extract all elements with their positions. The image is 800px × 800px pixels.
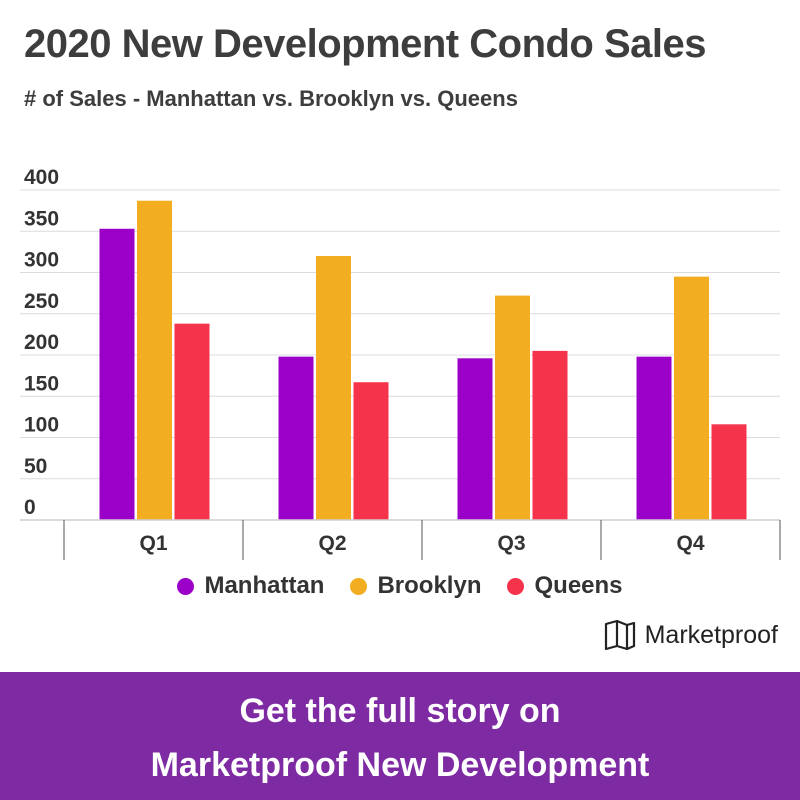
bar-brooklyn-q4 bbox=[674, 276, 709, 520]
legend-item-queens: Queens bbox=[507, 572, 623, 600]
legend-item-brooklyn: Brooklyn bbox=[350, 572, 481, 600]
x-tick-label: Q3 bbox=[497, 532, 525, 555]
bar-queens-q1 bbox=[174, 323, 210, 520]
y-tick-label: 350 bbox=[24, 207, 59, 230]
legend-swatch-manhattan bbox=[177, 577, 195, 595]
bar-manhattan-q2 bbox=[278, 356, 314, 520]
x-tick-label: Q2 bbox=[318, 532, 346, 555]
legend-item-manhattan: Manhattan bbox=[177, 572, 324, 600]
y-tick-label: 50 bbox=[24, 455, 47, 478]
y-tick-label: 150 bbox=[24, 372, 59, 395]
y-tick-label: 100 bbox=[24, 414, 59, 437]
x-tick-label: Q4 bbox=[676, 532, 704, 555]
cta-line-1: Get the full story on bbox=[239, 692, 561, 730]
bar-queens-q2 bbox=[353, 382, 389, 520]
y-tick-label: 250 bbox=[24, 290, 59, 313]
chart-legend: Manhattan Brooklyn Queens bbox=[0, 572, 800, 600]
y-tick-label: 200 bbox=[24, 331, 59, 354]
chart-title: 2020 New Development Condo Sales bbox=[24, 22, 707, 66]
bar-chart: 400 350 300 250 200 150 100 50 0 Q1 Q2 Q3 Q4 bbox=[20, 166, 781, 560]
chart-subtitle: # of Sales - Manhattan vs. Brooklyn vs. … bbox=[24, 86, 518, 111]
bar-manhattan-q1 bbox=[99, 228, 135, 520]
y-tick-label: 0 bbox=[24, 496, 36, 519]
bar-queens-q3 bbox=[532, 350, 568, 520]
bar-manhattan-q4 bbox=[636, 356, 672, 520]
bar-queens-q4 bbox=[711, 424, 747, 520]
x-tick-label: Q1 bbox=[139, 532, 167, 555]
y-tick-label: 300 bbox=[24, 249, 59, 272]
y-tick-label: 400 bbox=[24, 166, 59, 189]
marketproof-logo-icon bbox=[604, 619, 635, 651]
legend-label-queens: Queens bbox=[534, 572, 623, 599]
legend-label-brooklyn: Brooklyn bbox=[377, 572, 482, 599]
cta-banner[interactable]: Get the full story on Marketproof New De… bbox=[0, 672, 800, 800]
bar-brooklyn-q1 bbox=[137, 200, 172, 520]
legend-swatch-queens bbox=[507, 577, 525, 595]
bar-manhattan-q3 bbox=[457, 358, 493, 520]
cta-line-2: Marketproof New Development bbox=[150, 746, 650, 784]
legend-swatch-brooklyn bbox=[350, 577, 368, 595]
brand-name: Marketproof bbox=[644, 620, 778, 649]
legend-label-manhattan: Manhattan bbox=[204, 572, 325, 599]
brand-logo: Marketproof bbox=[603, 618, 778, 652]
bar-brooklyn-q2 bbox=[316, 256, 351, 520]
bar-brooklyn-q3 bbox=[495, 295, 530, 520]
